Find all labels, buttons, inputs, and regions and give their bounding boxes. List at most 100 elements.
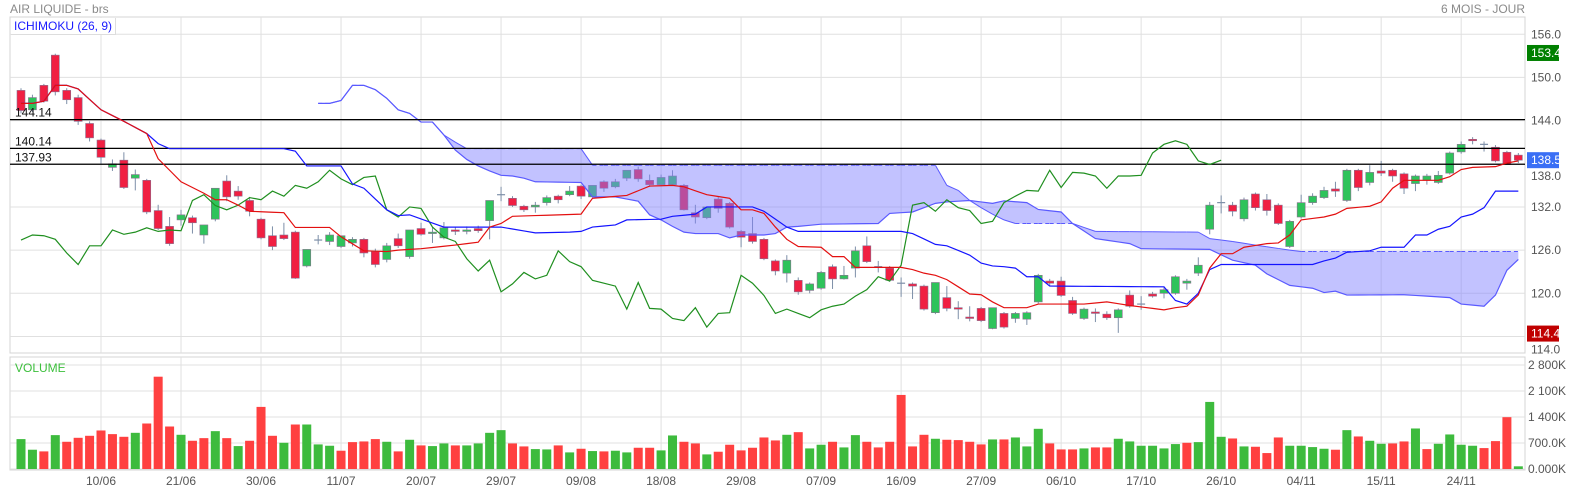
volume-bar — [1022, 446, 1032, 469]
candle-body — [1388, 169, 1397, 177]
candle — [131, 169, 140, 191]
volume-bar — [793, 432, 803, 469]
candle — [1056, 276, 1066, 297]
candle-body — [1102, 313, 1112, 319]
volume-bar — [1353, 436, 1363, 469]
candle-body — [725, 203, 734, 228]
reference-line-label: 137.93 — [15, 150, 52, 164]
candle-body — [805, 283, 814, 291]
candle — [668, 170, 677, 186]
candle — [1285, 219, 1295, 248]
candle — [1480, 141, 1489, 152]
candle — [656, 174, 666, 186]
candle — [1319, 186, 1329, 200]
volume-bar — [1239, 446, 1249, 469]
candle-body — [1491, 146, 1500, 162]
candle-body — [1148, 293, 1157, 297]
volume-bar — [805, 448, 815, 469]
senkou-span-b-segment — [432, 121, 445, 136]
candle — [153, 204, 163, 230]
candle — [1468, 137, 1477, 145]
candle-body — [713, 198, 723, 209]
volume-bar — [1330, 449, 1340, 469]
candle-body — [485, 200, 494, 221]
candle-body — [1376, 170, 1386, 174]
volume-bar — [1388, 443, 1398, 469]
volume-bar — [1205, 401, 1215, 469]
candle — [645, 174, 654, 187]
candle — [1091, 308, 1100, 323]
candle — [382, 242, 392, 263]
candle-body — [1193, 264, 1203, 274]
volume-bar — [588, 451, 597, 469]
period-label: 6 MOIS - JOUR — [1440, 2, 1525, 16]
candle — [1251, 192, 1260, 211]
senkou-span-b-segment — [957, 190, 971, 201]
candle — [1331, 181, 1340, 197]
date-tick-label: 06/10 — [1046, 474, 1076, 488]
volume-bar — [1262, 453, 1272, 469]
candle — [828, 264, 837, 289]
volume-bar — [668, 435, 678, 469]
candle-body — [1045, 280, 1054, 284]
candle-body — [256, 218, 266, 239]
volume-bar — [210, 431, 220, 469]
candle — [73, 94, 83, 125]
date-tick-label: 21/06 — [166, 474, 196, 488]
volume-bar — [1056, 449, 1066, 469]
candle-body — [1239, 199, 1249, 220]
candle — [679, 183, 689, 211]
reference-line-label: 140.14 — [15, 134, 52, 148]
senkou-span-b-segment — [946, 184, 959, 191]
candle-body — [50, 54, 60, 93]
indicator-label[interactable]: ICHIMOKU (26, 9) — [11, 18, 117, 35]
candle — [85, 121, 94, 142]
candle-body — [359, 239, 369, 254]
senkou-span-b-segment — [443, 134, 456, 143]
volume-bar — [130, 432, 140, 469]
volume-bar — [839, 447, 849, 469]
volume-bar — [416, 445, 426, 469]
candle-body — [782, 259, 792, 274]
candle-body — [759, 239, 769, 260]
candle-body — [1011, 313, 1020, 319]
candle — [199, 224, 209, 244]
candle-body — [1091, 311, 1100, 314]
candle-body — [668, 175, 677, 185]
senkou-span-b-segment — [992, 213, 1005, 221]
volume-bar — [347, 442, 357, 469]
candle-body — [153, 210, 163, 229]
volume-bar — [1216, 436, 1226, 469]
candle-body — [119, 159, 129, 188]
date-tick-label: 15/11 — [1367, 474, 1396, 488]
volume-bar — [702, 454, 712, 469]
candle — [50, 53, 60, 96]
volume-bar — [1102, 447, 1112, 469]
volume-tick-label: 2 800K — [1528, 358, 1566, 372]
candle-body — [622, 169, 632, 179]
date-tick-label: 29/07 — [486, 474, 516, 488]
volume-bar — [1033, 428, 1043, 469]
candle — [1274, 203, 1283, 225]
volume-bar — [725, 444, 735, 469]
volume-label: VOLUME — [15, 361, 66, 375]
price-badge-label: 138.5 — [1531, 153, 1561, 167]
candle — [976, 306, 986, 323]
candle — [62, 88, 72, 105]
volume-bar — [530, 449, 540, 469]
candle-body — [839, 274, 849, 280]
volume-bar — [1045, 443, 1055, 469]
price-tick-label: 114.0 — [1531, 343, 1560, 357]
candle-body — [862, 245, 872, 262]
candle — [565, 186, 574, 197]
ichimoku-cloud — [318, 85, 1519, 307]
candle-body — [222, 180, 232, 198]
senkou-span-a — [318, 84, 1519, 307]
volume-bar — [187, 440, 197, 469]
candle — [165, 217, 174, 246]
candle-body — [382, 245, 392, 260]
candle — [428, 227, 437, 243]
volume-bar — [748, 447, 758, 469]
volume-bar — [988, 439, 998, 469]
